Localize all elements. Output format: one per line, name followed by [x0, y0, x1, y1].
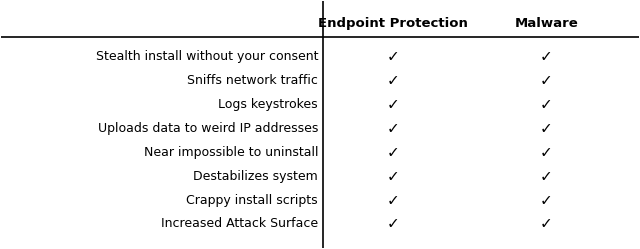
Text: Crappy install scripts: Crappy install scripts	[186, 193, 318, 207]
Text: ✓: ✓	[387, 216, 399, 232]
Text: ✓: ✓	[540, 169, 552, 184]
Text: ✓: ✓	[540, 216, 552, 232]
Text: ✓: ✓	[540, 192, 552, 208]
Text: Increased Attack Surface: Increased Attack Surface	[161, 217, 318, 231]
Text: ✓: ✓	[387, 97, 399, 112]
Text: ✓: ✓	[387, 169, 399, 184]
Text: ✓: ✓	[387, 49, 399, 64]
Text: Logs keystrokes: Logs keystrokes	[218, 98, 318, 111]
Text: Endpoint Protection: Endpoint Protection	[318, 17, 468, 30]
Text: ✓: ✓	[387, 192, 399, 208]
Text: ✓: ✓	[540, 73, 552, 88]
Text: ✓: ✓	[540, 97, 552, 112]
Text: ✓: ✓	[540, 49, 552, 64]
Text: ✓: ✓	[387, 73, 399, 88]
Text: Malware: Malware	[515, 17, 578, 30]
Text: Destabilizes system: Destabilizes system	[193, 170, 318, 183]
Text: Sniffs network traffic: Sniffs network traffic	[188, 74, 318, 87]
Text: Uploads data to weird IP addresses: Uploads data to weird IP addresses	[98, 122, 318, 135]
Text: Stealth install without your consent: Stealth install without your consent	[95, 50, 318, 63]
Text: ✓: ✓	[387, 121, 399, 136]
Text: ✓: ✓	[540, 145, 552, 160]
Text: ✓: ✓	[540, 121, 552, 136]
Text: Near impossible to uninstall: Near impossible to uninstall	[143, 146, 318, 159]
Text: ✓: ✓	[387, 145, 399, 160]
